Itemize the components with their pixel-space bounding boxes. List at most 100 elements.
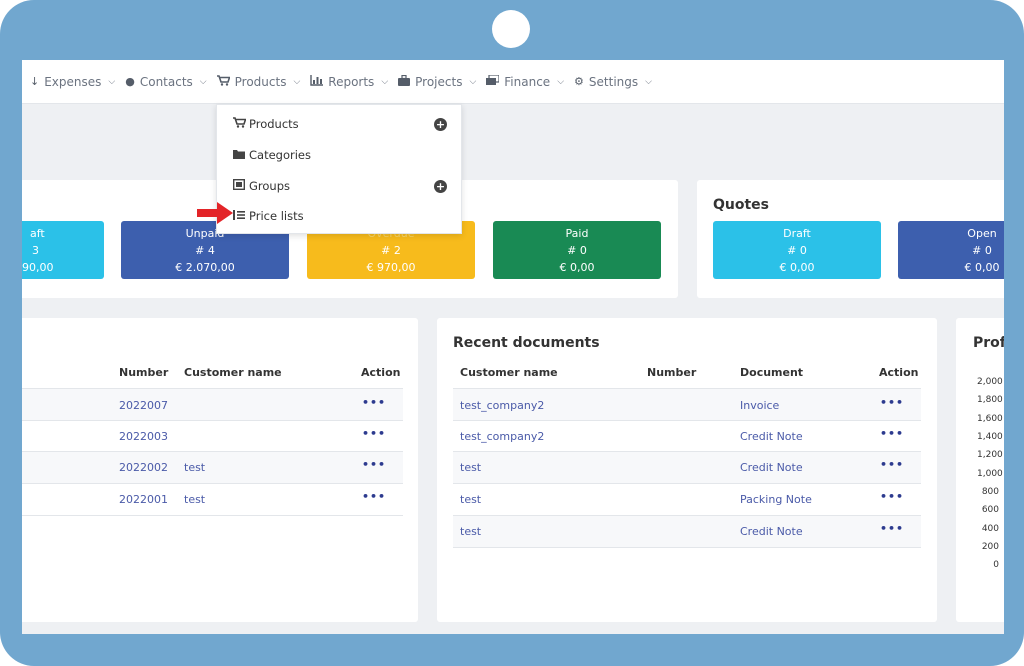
add-group-icon[interactable]: + <box>434 180 447 193</box>
pointer-arrow-icon <box>197 202 233 224</box>
document-link[interactable]: Credit Note <box>740 430 803 443</box>
nav-finance[interactable]: Finance ⌵ <box>486 73 565 89</box>
products-dropdown-menu: Products + Categories Groups + P <box>216 104 462 234</box>
row-action-menu[interactable]: ••• <box>880 396 905 409</box>
top-navbar: ↓ Expenses ⌵ ● Contacts ⌵ Products ⌵ <box>22 60 1004 104</box>
nav-expenses-label: Expenses <box>44 74 102 89</box>
menu-item-price-lists[interactable]: Price lists <box>233 209 304 223</box>
customer-link[interactable]: test <box>460 461 482 474</box>
tile-count: # 0 <box>787 244 807 257</box>
divider <box>453 515 921 516</box>
divider <box>22 515 403 516</box>
nav-projects[interactable]: Projects ⌵ <box>398 74 477 89</box>
divider <box>453 388 921 389</box>
y-tick-label: 1,800 <box>977 395 1003 405</box>
table-row <box>453 516 921 547</box>
briefcase-icon <box>398 74 411 89</box>
nav-finance-label: Finance <box>504 74 551 89</box>
nav-contacts-label: Contacts <box>139 74 193 89</box>
y-tick-label: 1,000 <box>977 469 1003 479</box>
nav-contacts[interactable]: ● Contacts ⌵ <box>125 75 206 89</box>
row-action-menu[interactable]: ••• <box>880 427 905 440</box>
add-product-icon[interactable]: + <box>434 118 447 131</box>
nav-products[interactable]: Products ⌵ <box>216 75 301 89</box>
tile-count: 3 <box>32 244 39 257</box>
row-action-menu[interactable]: ••• <box>362 490 387 503</box>
row-action-menu[interactable]: ••• <box>880 522 905 535</box>
divider <box>453 547 921 548</box>
chart-icon <box>310 74 324 89</box>
customer-link[interactable]: test_company2 <box>460 399 545 412</box>
row-action-menu[interactable]: ••• <box>362 396 387 409</box>
customer-link[interactable]: test <box>460 525 482 538</box>
table-row <box>453 389 921 420</box>
divider <box>22 388 403 389</box>
quote-tile-open[interactable]: Open # 0 € 0,00 <box>898 221 1004 279</box>
document-link[interactable]: Packing Note <box>740 493 812 506</box>
nav-projects-label: Projects <box>415 74 463 89</box>
groups-icon <box>232 178 249 193</box>
menu-item-label: Products <box>249 117 299 131</box>
chevron-down-icon: ⌵ <box>469 76 477 87</box>
chevron-down-icon: ⌵ <box>199 76 207 87</box>
row-action-menu[interactable]: ••• <box>880 458 905 471</box>
cart-icon <box>233 117 249 131</box>
col-header-customer[interactable]: Customer name <box>460 366 558 379</box>
money-icon <box>486 73 500 89</box>
col-header-number[interactable]: Number <box>647 366 697 379</box>
row-action-menu[interactable]: ••• <box>880 490 905 503</box>
document-link[interactable]: Credit Note <box>740 461 803 474</box>
invoice-tile-unpaid[interactable]: Unpaid # 4 € 2.070,00 <box>121 221 289 279</box>
menu-item-groups[interactable]: Groups <box>232 178 291 193</box>
nav-settings-label: Settings <box>588 74 639 89</box>
download-icon: ↓ <box>30 75 40 88</box>
col-header-customer[interactable]: Customer name <box>184 366 282 379</box>
chevron-down-icon: ⌵ <box>108 76 116 87</box>
divider <box>453 483 921 484</box>
row-action-menu[interactable]: ••• <box>362 427 387 440</box>
customer-link[interactable]: test <box>184 493 206 506</box>
row-action-menu[interactable]: ••• <box>362 458 387 471</box>
tile-label: Open <box>967 227 997 240</box>
tile-count: # 0 <box>972 244 992 257</box>
customer-link[interactable]: test_company2 <box>460 430 545 443</box>
y-tick-label: 1,400 <box>977 432 1003 442</box>
nav-reports-label: Reports <box>328 74 375 89</box>
user-icon: ● <box>125 75 135 88</box>
col-header-document[interactable]: Document <box>740 366 804 379</box>
invoice-number-link[interactable]: 2022007 <box>119 399 168 412</box>
camera-dot <box>492 10 530 48</box>
invoice-number-link[interactable]: 2022001 <box>119 493 168 506</box>
y-tick-label: 400 <box>981 524 999 534</box>
nav-reports[interactable]: Reports ⌵ <box>310 74 388 89</box>
table-row <box>22 389 403 420</box>
invoice-tile-paid[interactable]: Paid # 0 € 0,00 <box>493 221 661 279</box>
menu-item-label: Categories <box>249 148 311 162</box>
customer-link[interactable]: test <box>184 461 206 474</box>
menu-item-label: Groups <box>249 179 291 193</box>
profit-chart-card <box>956 318 1004 622</box>
document-link[interactable]: Invoice <box>740 399 780 412</box>
table-row <box>453 452 921 483</box>
y-tick-label: 1,600 <box>977 414 1003 424</box>
divider <box>22 483 403 484</box>
app-screen: ↓ Expenses ⌵ ● Contacts ⌵ Products ⌵ <box>22 60 1004 634</box>
chevron-down-icon: ⌵ <box>557 76 565 87</box>
chevron-down-icon: ⌵ <box>293 76 301 87</box>
document-link[interactable]: Credit Note <box>740 525 803 538</box>
quote-tile-draft[interactable]: Draft # 0 € 0,00 <box>713 221 881 279</box>
customer-link[interactable]: test <box>460 493 482 506</box>
menu-item-categories[interactable]: Categories <box>233 148 311 162</box>
nav-expenses[interactable]: ↓ Expenses ⌵ <box>30 75 115 89</box>
divider <box>453 451 921 452</box>
invoice-tile-draft[interactable]: aft 3 90,00 <box>22 221 104 279</box>
menu-item-products[interactable]: Products <box>233 117 299 131</box>
nav-settings[interactable]: ⚙ Settings ⌵ <box>574 75 652 89</box>
y-tick-label: 800 <box>981 487 999 497</box>
col-header-action: Action <box>361 366 401 379</box>
invoice-number-link[interactable]: 2022002 <box>119 461 168 474</box>
gear-icon: ⚙ <box>574 75 584 88</box>
invoice-number-link[interactable]: 2022003 <box>119 430 168 443</box>
col-header-number[interactable]: Number <box>119 366 169 379</box>
